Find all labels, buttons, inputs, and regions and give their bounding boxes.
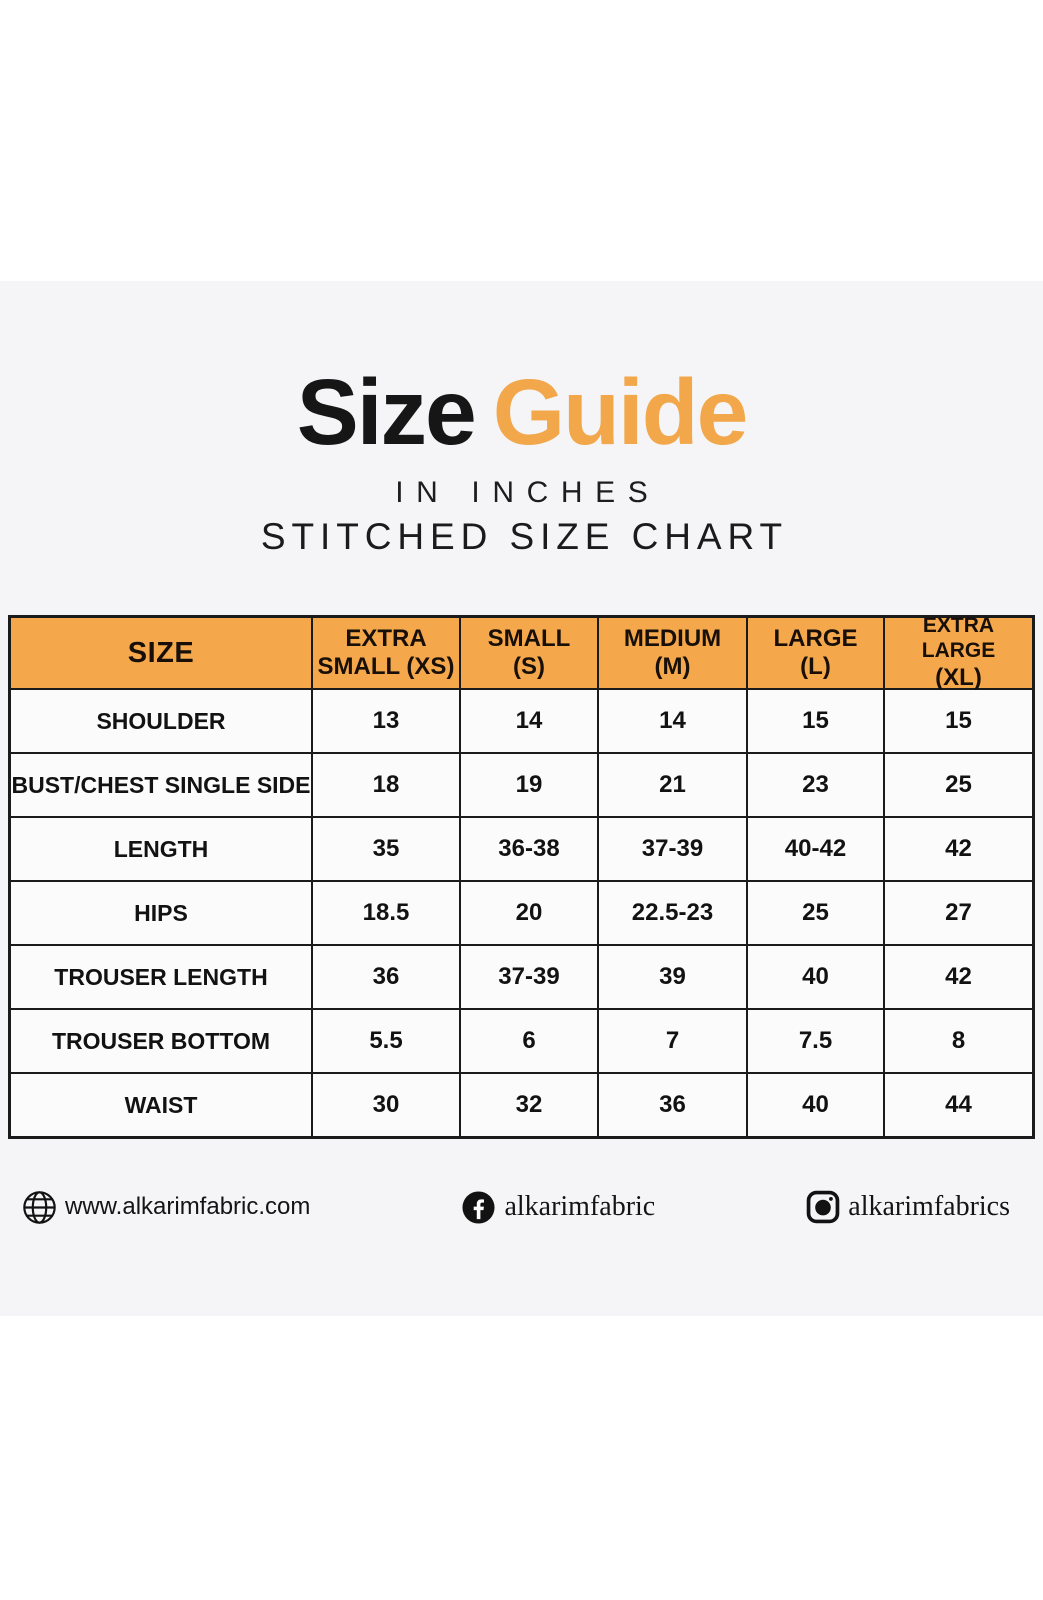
table-row-trouser-bottom: TROUSER BOTTOM 5.5 6 7 7.5 8 xyxy=(11,1010,1032,1074)
cell-value: 13 xyxy=(313,690,461,754)
cell-value: 25 xyxy=(885,754,1032,818)
row-label: SHOULDER xyxy=(11,690,313,754)
header-label: SMALL (XS) xyxy=(317,653,455,680)
cell-value: 7 xyxy=(599,1010,748,1074)
title-part-orange: Guide xyxy=(492,360,749,464)
header-label: EXTRA LARGE xyxy=(921,614,996,662)
title-part-black: Size xyxy=(296,360,477,464)
cell-value: 42 xyxy=(885,946,1032,1010)
header-label: LARGE xyxy=(773,624,858,652)
facebook-label: alkarimfabric xyxy=(504,1191,656,1222)
cell-value: 18.5 xyxy=(313,882,461,946)
cell-value: 37-39 xyxy=(599,818,748,882)
header-label: SMALL xyxy=(487,624,571,652)
cell-value: 5.5 xyxy=(313,1010,461,1074)
cell-value: 15 xyxy=(885,690,1032,754)
cell-value: 40 xyxy=(748,1074,885,1136)
cell-value: 39 xyxy=(599,946,748,1010)
cell-value: 19 xyxy=(461,754,599,818)
table-header-row: SIZE EXTRA SMALL (XS) SMALL (S) MEDIUM (… xyxy=(11,614,1032,691)
header-label: (S) xyxy=(513,653,545,680)
subtitle-stitched-size-chart: STITCHED SIZE CHART xyxy=(260,516,788,557)
cell-value: 6 xyxy=(461,1010,599,1074)
footer: www.alkarimfabric.com alkarimfabric alka… xyxy=(22,1178,1010,1236)
row-label: BUST/CHEST SINGLE SIDE xyxy=(11,754,313,818)
cell-value: 14 xyxy=(599,690,748,754)
page-title: Size Guide xyxy=(0,366,1043,459)
cell-value: 7.5 xyxy=(748,1010,885,1074)
header-cell-extra-large: EXTRA LARGE (XL) xyxy=(885,614,1032,691)
cell-value: 8 xyxy=(885,1010,1032,1074)
instagram-icon xyxy=(807,1190,840,1224)
row-label: HIPS xyxy=(11,882,313,946)
instagram-label: alkarimfabrics xyxy=(848,1191,1010,1222)
cell-value: 36 xyxy=(599,1074,748,1136)
cell-value: 23 xyxy=(748,754,885,818)
header-label: EXTRA xyxy=(345,624,427,652)
size-chart-table: SIZE EXTRA SMALL (XS) SMALL (S) MEDIUM (… xyxy=(8,614,1035,1139)
header-cell-large: LARGE (L) xyxy=(748,618,885,690)
table-row-trouser-length: TROUSER LENGTH 36 37-39 39 40 42 xyxy=(11,946,1032,1010)
cell-value: 44 xyxy=(945,1091,972,1118)
row-label: WAIST xyxy=(11,1074,313,1136)
subtitle-in-inches: IN INCHES xyxy=(395,476,661,509)
website-label: www.alkarimfabric.com xyxy=(65,1193,311,1220)
row-label: LENGTH xyxy=(11,818,313,882)
globe-icon xyxy=(23,1190,56,1224)
cell-value: 21 xyxy=(599,754,748,818)
header-cell-extra-small: EXTRA SMALL (XS) xyxy=(313,618,461,690)
header-label: MEDIUM xyxy=(623,624,722,652)
cell-value: 25 xyxy=(748,882,885,946)
cell-value: 30 xyxy=(313,1074,461,1136)
table-row-hips: HIPS 18.5 20 22.5-23 25 27 xyxy=(11,882,1032,946)
table-row-waist: WAIST 30 32 36 40 44 xyxy=(11,1074,1032,1136)
header-label: SIZE xyxy=(127,636,195,669)
cell-value: 27 xyxy=(885,882,1032,946)
header-label: (XL) xyxy=(935,663,982,691)
cell-value: 35 xyxy=(313,818,461,882)
header-cell-medium: MEDIUM (M) xyxy=(599,618,748,690)
website-link[interactable]: www.alkarimfabric.com xyxy=(22,1190,310,1225)
cell-value: 37-39 xyxy=(461,946,599,1010)
facebook-link[interactable]: alkarimfabric xyxy=(461,1190,655,1225)
header-label: (M) xyxy=(654,653,691,680)
row-label: TROUSER LENGTH xyxy=(11,946,313,1010)
cell-value: 40 xyxy=(748,946,885,1010)
cell-value: 32 xyxy=(461,1074,599,1136)
instagram-link[interactable]: alkarimfabrics xyxy=(806,1190,1010,1224)
table-row-shoulder: SHOULDER 13 14 14 15 15 xyxy=(11,690,1032,754)
header-cell-small: SMALL (S) xyxy=(461,618,599,690)
row-label: TROUSER BOTTOM xyxy=(11,1010,313,1074)
table-row-bust-chest: BUST/CHEST SINGLE SIDE 18 19 21 23 25 xyxy=(11,754,1032,818)
table-row-length: LENGTH 35 36-38 37-39 40-42 42 xyxy=(11,818,1032,882)
header-cell-size: SIZE xyxy=(11,618,313,690)
facebook-icon xyxy=(462,1190,495,1224)
cell-value: 14 xyxy=(461,690,599,754)
cell-value: 22.5-23 xyxy=(599,882,748,946)
cell-value: 42 xyxy=(885,818,1032,882)
cell-value: 36 xyxy=(313,946,461,1010)
cell-value: 18 xyxy=(313,754,461,818)
cell-value: 15 xyxy=(748,690,885,754)
cell-value: 36-38 xyxy=(461,818,599,882)
cell-value: 40-42 xyxy=(748,818,885,882)
cell-value: 20 xyxy=(461,882,599,946)
header-label: (L) xyxy=(800,653,831,680)
